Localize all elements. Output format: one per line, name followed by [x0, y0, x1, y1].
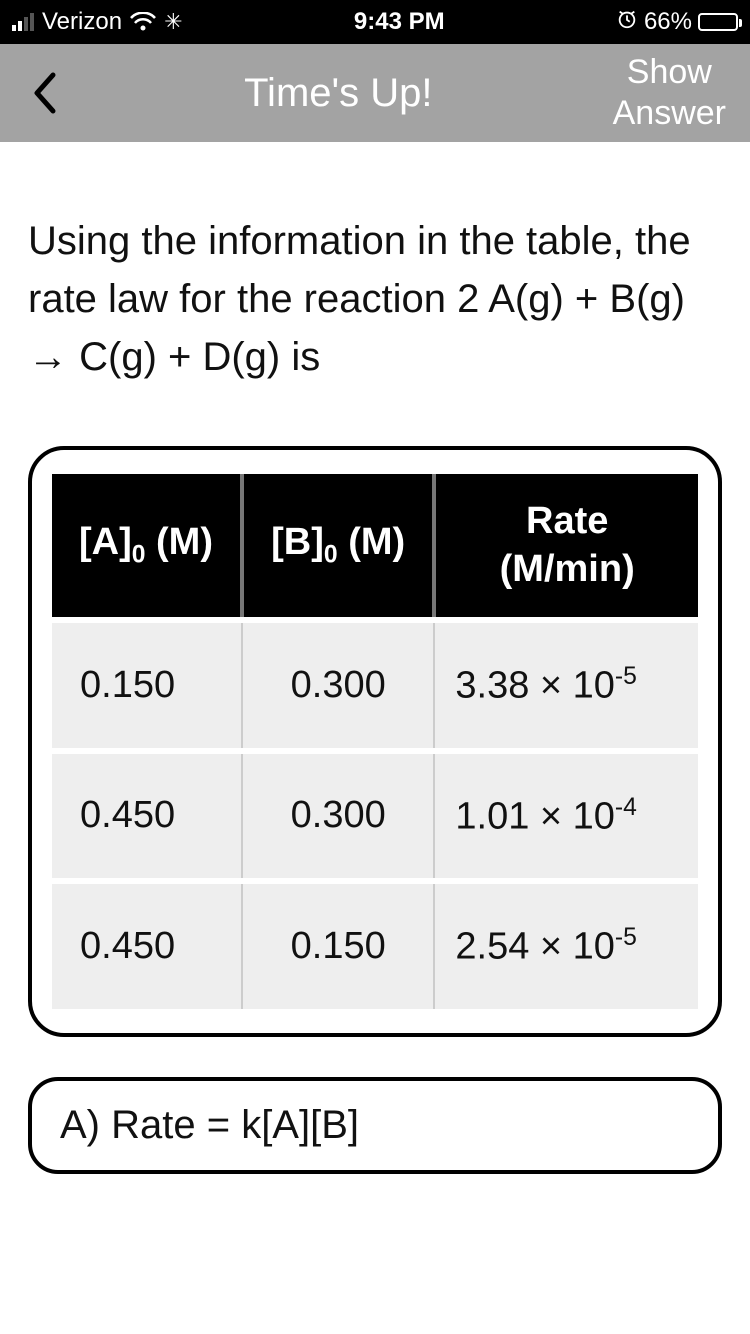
show-answer-button[interactable]: Show Answer — [613, 52, 726, 134]
table-row: 0.450 0.150 2.54 × 10-5 — [52, 881, 698, 1009]
cell-a: 0.150 — [52, 620, 242, 751]
back-button[interactable] — [24, 63, 64, 123]
cell-b: 0.150 — [242, 881, 434, 1009]
carrier-label: Verizon — [42, 8, 122, 36]
content-area: Using the information in the table, the … — [0, 142, 750, 1174]
dnd-icon: ✳︎ — [164, 9, 182, 35]
col-header-a: [A]0 (M) — [52, 474, 242, 620]
cell-rate: 1.01 × 10-4 — [434, 751, 698, 882]
data-table: [A]0 (M) [B]0 (M) Rate (M/min) 0.150 0.3… — [52, 474, 698, 1009]
signal-icon — [12, 13, 34, 31]
nav-bar: Time's Up! Show Answer — [0, 44, 750, 142]
cell-a: 0.450 — [52, 881, 242, 1009]
status-bar: Verizon ✳︎ 9:43 PM 66% — [0, 0, 750, 44]
table-row: 0.150 0.300 3.38 × 10-5 — [52, 620, 698, 751]
cell-rate: 3.38 × 10-5 — [434, 620, 698, 751]
wifi-icon — [130, 12, 156, 32]
show-answer-line2: Answer — [613, 93, 726, 134]
cell-rate: 2.54 × 10-5 — [434, 881, 698, 1009]
cell-b: 0.300 — [242, 620, 434, 751]
battery-icon — [698, 13, 738, 31]
cell-a: 0.450 — [52, 751, 242, 882]
answer-a-label: A) Rate = k[A][B] — [60, 1103, 359, 1147]
col-header-rate: Rate (M/min) — [434, 474, 698, 620]
question-text: Using the information in the table, the … — [28, 212, 722, 386]
status-right: 66% — [616, 8, 738, 37]
col-header-b: [B]0 (M) — [242, 474, 434, 620]
alarm-icon — [616, 8, 638, 37]
table-row: 0.450 0.300 1.01 × 10-4 — [52, 751, 698, 882]
data-table-card: [A]0 (M) [B]0 (M) Rate (M/min) 0.150 0.3… — [28, 446, 722, 1037]
battery-percent: 66% — [644, 8, 692, 36]
answer-option-a[interactable]: A) Rate = k[A][B] — [28, 1077, 722, 1174]
cell-b: 0.300 — [242, 751, 434, 882]
nav-title: Time's Up! — [244, 71, 432, 116]
status-time: 9:43 PM — [354, 8, 445, 36]
status-left: Verizon ✳︎ — [12, 8, 183, 36]
show-answer-line1: Show — [613, 52, 726, 93]
